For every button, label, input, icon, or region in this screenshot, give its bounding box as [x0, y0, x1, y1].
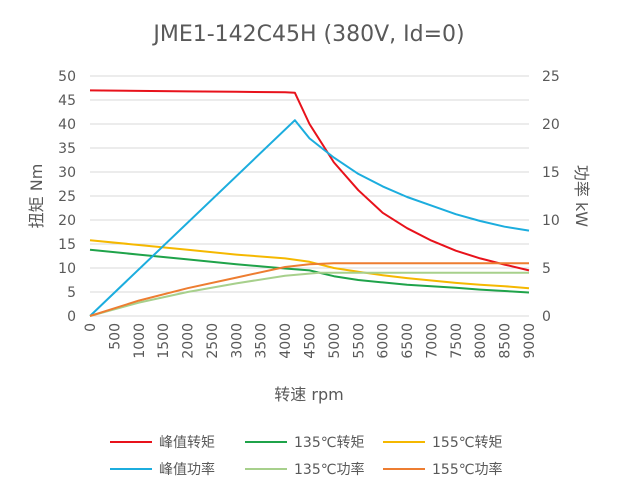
series-line-3 — [89, 119, 530, 317]
left-y-tick-label: 45 — [58, 93, 76, 109]
left-y-tick-label: 25 — [58, 189, 76, 205]
left-y-axis-label: 扭矩 Nm — [27, 164, 46, 229]
x-tick-label: 6500 — [400, 323, 416, 359]
x-tick-label: 7000 — [424, 323, 440, 359]
left-y-tick-label: 15 — [58, 237, 76, 253]
right-y-tick-label: 20 — [542, 117, 560, 133]
left-y-tick-label: 5 — [67, 285, 76, 301]
x-tick-label: 0 — [83, 323, 99, 332]
left-y-tick-label: 40 — [58, 117, 76, 133]
left-y-tick-label: 30 — [58, 165, 76, 181]
left-y-tick-label: 0 — [67, 309, 76, 325]
right-y-tick-label: 10 — [542, 213, 560, 229]
legend-label: 峰值转矩 — [159, 435, 215, 451]
x-tick-label: 2000 — [181, 323, 197, 359]
x-tick-label: 5000 — [327, 323, 343, 359]
x-tick-label: 4000 — [278, 323, 294, 359]
right-y-tick-label: 25 — [542, 69, 560, 85]
series-lines — [89, 89, 530, 317]
legend-label: 135℃功率 — [294, 461, 364, 478]
x-tick-label: 8500 — [498, 323, 514, 359]
gridlines — [90, 75, 529, 317]
left-y-tick-label: 10 — [58, 261, 76, 277]
right-y-axis-ticks: 0 5 10 15 20 25 — [542, 69, 560, 325]
chart-title: JME1-142C45H (380V, Id=0) — [151, 22, 464, 47]
left-y-tick-label: 35 — [58, 141, 76, 157]
x-tick-label: 2500 — [205, 323, 221, 359]
x-tick-label: 3000 — [229, 323, 245, 359]
x-axis-ticks: 0 500 1000 1500 2000 2500 3000 3500 4000 4500 5000… — [83, 323, 538, 359]
right-y-tick-label: 0 — [542, 309, 551, 325]
legend-label: 峰值功率 — [159, 461, 215, 478]
x-tick-label: 1500 — [156, 323, 172, 359]
x-tick-label: 500 — [107, 323, 123, 350]
series-line-0 — [89, 89, 530, 272]
left-y-tick-label: 20 — [58, 213, 76, 229]
series-line-5 — [89, 262, 529, 317]
legend-label: 155℃功率 — [432, 461, 502, 478]
left-y-tick-label: 50 — [58, 69, 76, 85]
x-tick-label: 8000 — [473, 323, 489, 359]
series-line-1 — [89, 248, 530, 294]
x-tick-label: 7500 — [449, 323, 465, 359]
x-tick-label: 4500 — [303, 323, 319, 359]
x-tick-label: 5500 — [351, 323, 367, 359]
x-tick-label: 9000 — [522, 323, 538, 359]
right-y-axis-label: 功率 kW — [572, 165, 591, 227]
legend-label: 135℃转矩 — [294, 435, 364, 451]
x-tick-label: 6000 — [376, 323, 392, 359]
x-tick-label: 3500 — [254, 323, 270, 359]
x-axis-label: 转速 rpm — [274, 385, 343, 404]
series-line-4 — [89, 271, 529, 317]
right-y-tick-label: 15 — [542, 165, 560, 181]
legend-label: 155℃转矩 — [432, 435, 502, 451]
right-y-tick-label: 5 — [542, 261, 551, 277]
left-y-axis-ticks: 0 5 10 15 20 25 30 35 40 45 50 — [58, 69, 76, 325]
x-tick-label: 1000 — [132, 323, 148, 359]
